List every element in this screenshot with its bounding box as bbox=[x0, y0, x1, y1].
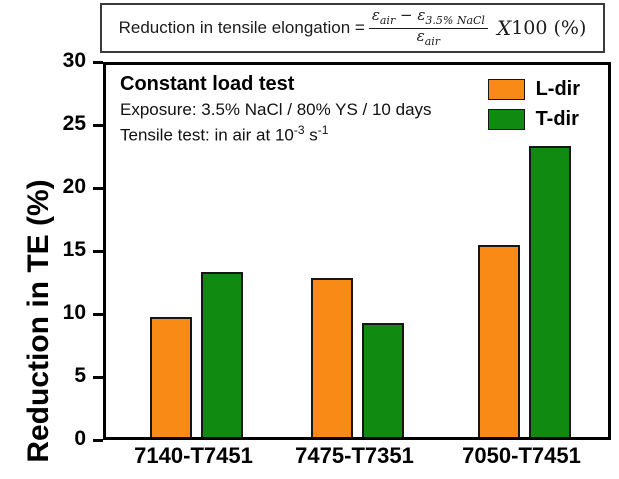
formula-suffix: 100 (%) bbox=[511, 17, 587, 39]
plot-area: Constant load test Exposure: 3.5% NaCl /… bbox=[103, 62, 611, 440]
legend-label: L-dir bbox=[535, 78, 580, 100]
y-tick-label: 5 bbox=[74, 364, 86, 387]
y-axis: Reduction in TE (%) 0 5 10 15 20 25 30 bbox=[0, 49, 103, 463]
legend-entry-t-dir: T-dir bbox=[487, 108, 580, 131]
y-tick-label: 15 bbox=[62, 238, 86, 261]
y-tick-mark bbox=[93, 186, 103, 190]
y-tick-label: 10 bbox=[62, 301, 86, 324]
y-axis-title: Reduction in TE (%) bbox=[22, 179, 55, 463]
bar-group-7050-T7451 bbox=[478, 65, 571, 437]
y-tick-mark bbox=[93, 60, 103, 64]
legend-label: T-dir bbox=[535, 108, 579, 130]
y-tick-label: 30 bbox=[62, 49, 86, 72]
y-tick-mark bbox=[93, 438, 103, 442]
bar-l-dir-7475-T7351 bbox=[311, 278, 353, 437]
x-category-label: 7140-T7451 bbox=[134, 443, 253, 468]
annotation-block: Constant load test Exposure: 3.5% NaCl /… bbox=[120, 73, 432, 146]
legend-entry-l-dir: L-dir bbox=[487, 78, 580, 101]
y-tick-mark bbox=[93, 375, 103, 379]
legend-swatch bbox=[487, 79, 525, 100]
legend: L-dir T-dir bbox=[487, 78, 580, 131]
y-tick-mark bbox=[93, 312, 103, 316]
bar-group-7475-T7351 bbox=[311, 65, 404, 437]
bar-t-dir-7050-T7451 bbox=[529, 145, 571, 437]
x-category-label: 7475-T7351 bbox=[295, 443, 414, 468]
bar-l-dir-7140-T7451 bbox=[150, 316, 192, 437]
legend-swatch bbox=[487, 109, 525, 130]
formula-denominator: εair bbox=[416, 27, 441, 48]
y-tick-mark bbox=[93, 123, 103, 127]
y-tick-label: 0 bbox=[74, 427, 86, 450]
annotation-title: Constant load test bbox=[120, 73, 295, 95]
bar-group-7140-T7451 bbox=[150, 65, 243, 437]
annotation-tensile: Tensile test: in air at 10-3 s-1 bbox=[120, 123, 329, 145]
annotation-exposure: Exposure: 3.5% NaCl / 80% YS / 10 days bbox=[120, 100, 432, 119]
y-tick-label: 25 bbox=[62, 112, 86, 135]
y-tick-mark bbox=[93, 249, 103, 253]
formula-box: Reduction in tensile elongation = εair −… bbox=[100, 3, 605, 53]
formula-prefix: Reduction in tensile elongation = bbox=[118, 18, 365, 37]
bar-t-dir-7140-T7451 bbox=[201, 272, 243, 437]
formula-fraction: εair − ε3.5% NaCl εair bbox=[368, 8, 488, 48]
formula-times: X bbox=[496, 16, 512, 40]
bar-t-dir-7475-T7351 bbox=[362, 322, 404, 437]
x-category-label: 7050-T7451 bbox=[462, 443, 581, 468]
formula-numerator: εair − ε3.5% NaCl bbox=[368, 8, 488, 29]
y-tick-label: 20 bbox=[62, 175, 86, 198]
bar-l-dir-7050-T7451 bbox=[478, 244, 520, 437]
x-axis-labels: 7140-T7451 7475-T7351 7050-T7451 bbox=[103, 443, 611, 473]
